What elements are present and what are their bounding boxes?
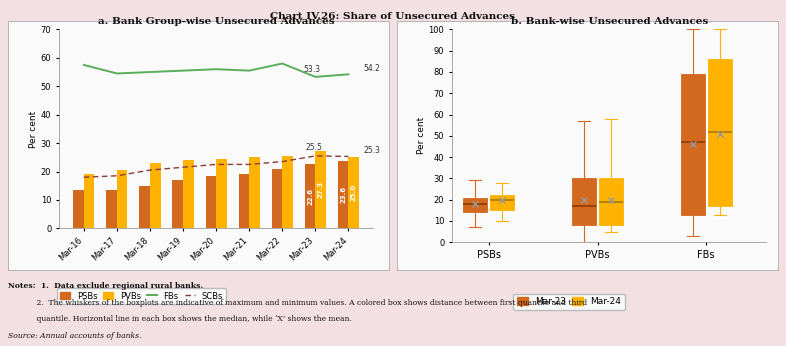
Text: 53.3: 53.3 <box>303 65 321 74</box>
Legend: PSBs, PVBs, FBs, SCBs: PSBs, PVBs, FBs, SCBs <box>57 288 226 304</box>
Title: b. Bank-wise Unsecured Advances: b. Bank-wise Unsecured Advances <box>511 17 707 26</box>
Text: 25.5: 25.5 <box>305 144 322 153</box>
PathPatch shape <box>572 179 596 225</box>
Bar <box>8 21 389 270</box>
Bar <box>172 180 183 228</box>
Text: 25.3: 25.3 <box>363 146 380 155</box>
Text: Chart IV.26: Share of Unsecured Advances: Chart IV.26: Share of Unsecured Advances <box>270 12 516 21</box>
Text: 2.  The whiskers of the boxplots are indicative of maximum and minimum values. A: 2. The whiskers of the boxplots are indi… <box>8 299 587 307</box>
PathPatch shape <box>681 74 704 215</box>
Bar <box>216 159 226 228</box>
PathPatch shape <box>490 195 515 210</box>
Title: a. Bank Group-wise Unsecured Advances: a. Bank Group-wise Unsecured Advances <box>97 17 335 26</box>
Text: 22.6: 22.6 <box>307 188 313 205</box>
Y-axis label: Per cent: Per cent <box>29 110 38 147</box>
Bar <box>397 21 778 270</box>
Bar <box>239 174 249 228</box>
Text: Notes:  1.  Data exclude regional rural banks.: Notes: 1. Data exclude regional rural ba… <box>8 282 203 290</box>
Bar <box>73 190 84 228</box>
PathPatch shape <box>707 59 732 206</box>
Text: 27.3: 27.3 <box>318 181 324 198</box>
Bar <box>106 190 117 228</box>
Bar <box>117 170 127 228</box>
Y-axis label: Per cent: Per cent <box>417 117 426 154</box>
Text: quantile. Horizontal line in each box shows the median, while ‘X’ shows the mean: quantile. Horizontal line in each box sh… <box>8 315 352 323</box>
Bar <box>206 176 216 228</box>
PathPatch shape <box>463 198 487 212</box>
Text: Source: Annual accounts of banks.: Source: Annual accounts of banks. <box>8 332 141 340</box>
Text: 54.2: 54.2 <box>363 64 380 73</box>
Bar <box>139 186 150 228</box>
Bar <box>348 157 359 228</box>
Text: 25.0: 25.0 <box>351 184 357 201</box>
Bar <box>282 156 293 228</box>
Bar <box>338 161 348 228</box>
Legend: Mar-23, Mar-24: Mar-23, Mar-24 <box>513 293 625 310</box>
Text: 23.6: 23.6 <box>340 186 346 203</box>
PathPatch shape <box>599 179 623 225</box>
Bar <box>183 160 193 228</box>
Bar <box>272 169 282 228</box>
Bar <box>150 163 160 228</box>
Bar <box>315 151 326 228</box>
Bar <box>305 164 315 228</box>
Bar <box>84 174 94 228</box>
Bar <box>249 157 260 228</box>
